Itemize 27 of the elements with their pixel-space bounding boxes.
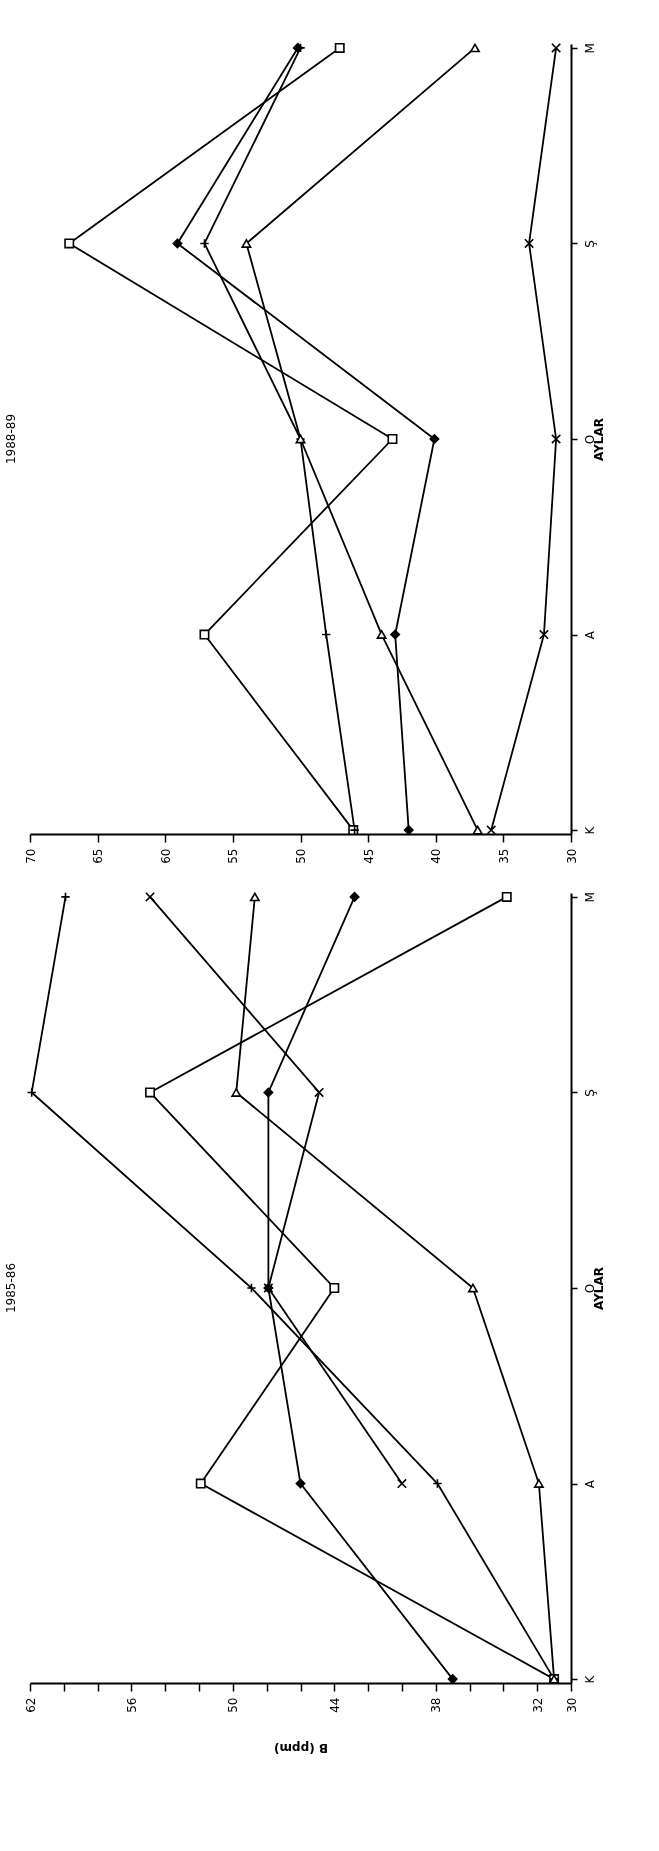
x-tick-label: 35	[496, 848, 511, 864]
x-tick-label: 65	[91, 848, 106, 864]
y-tick-label: Ş	[582, 240, 597, 248]
y-tick-label: A	[582, 1479, 597, 1489]
x-tick-label: 40	[429, 848, 444, 864]
text: 1988-89	[4, 413, 18, 465]
x-tick-label: 50	[294, 848, 308, 864]
x-tick-label: 55	[226, 848, 241, 864]
x-tick-label: 32	[530, 1697, 545, 1713]
y-tick-label: M	[582, 43, 597, 54]
x-axis-title: B (ppm)	[274, 1740, 328, 1755]
x-tick-label: 56	[124, 1697, 139, 1713]
text: 1985-86	[4, 1262, 18, 1314]
y-tick-label: K	[582, 1674, 597, 1684]
y-tick-label: K	[582, 825, 597, 835]
x-tick-label: 70	[23, 848, 38, 864]
x-tick-label: 30	[564, 848, 579, 864]
x-tick-label: 45	[361, 848, 376, 864]
y-tick-label: A	[582, 630, 597, 640]
x-tick-label: 62	[23, 1697, 38, 1713]
y-tick-label: Ş	[582, 1089, 597, 1097]
x-tick-label: 44	[327, 1697, 342, 1713]
x-tick-label: 30	[564, 1697, 579, 1713]
x-tick-label: 50	[226, 1697, 241, 1713]
y-tick-label: M	[582, 892, 597, 903]
x-tick-label: 38	[429, 1697, 444, 1713]
x-tick-label: 60	[158, 848, 173, 864]
